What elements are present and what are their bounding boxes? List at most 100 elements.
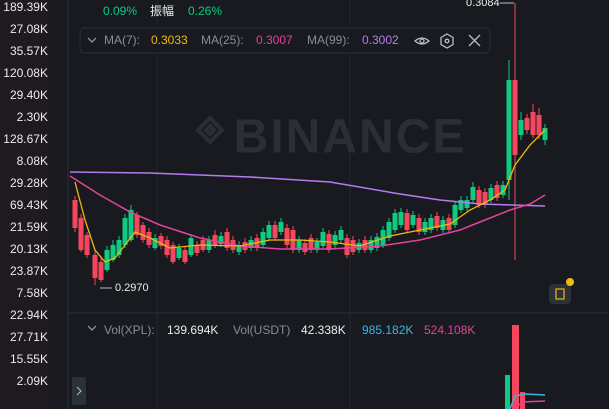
collapse-icon[interactable] (87, 37, 97, 43)
candle-body (416, 218, 422, 232)
ma25: 0.3007 (256, 33, 293, 47)
usdt-label: Vol(USDT) (233, 323, 290, 337)
candle-body (542, 128, 548, 140)
candle-body (530, 112, 536, 135)
candle-body (122, 218, 128, 245)
candle-body (344, 238, 350, 255)
candle-body (104, 250, 110, 270)
volume-bar (512, 325, 519, 409)
side-item: 8.08K (17, 154, 48, 168)
candle-body (488, 188, 494, 200)
side-item: 2.30K (17, 110, 48, 124)
expand-button[interactable] (72, 377, 86, 405)
candle-body (110, 245, 116, 260)
vol-ma1: 985.182K (362, 323, 413, 337)
candle-body (84, 235, 90, 255)
candle-body (368, 240, 374, 250)
candle-body (128, 210, 134, 240)
candle-body (134, 215, 140, 235)
candle-body (98, 262, 104, 280)
candle-body (194, 245, 200, 253)
candle-body (494, 185, 500, 198)
candle-body (218, 236, 224, 244)
candle-body (506, 80, 512, 180)
vol-label: Vol(XPL): (104, 323, 155, 337)
candle-body (78, 218, 84, 250)
low-price: 0.2970 (115, 282, 149, 294)
candle-body (476, 190, 482, 205)
change: 0.09% (103, 4, 137, 18)
vol-ma2: 524.108K (424, 323, 475, 337)
candle-body (428, 218, 434, 230)
side-item: 20.13K (10, 242, 48, 256)
volume-bar (505, 375, 510, 409)
tool-button[interactable] (549, 284, 571, 304)
ma99-label: MA(99): (307, 33, 350, 47)
candle-body (374, 237, 380, 248)
tool-icon (555, 288, 565, 300)
candle-body (158, 236, 164, 246)
ma25-line (69, 175, 546, 250)
notice-dot (566, 278, 574, 286)
legend-icons[interactable] (414, 33, 481, 49)
side-item: 27.08K (10, 22, 48, 36)
candle-body (338, 230, 344, 240)
candle-body (116, 240, 122, 255)
candle-body (284, 228, 290, 245)
candle-body (434, 216, 440, 228)
collapse-icon[interactable] (87, 325, 97, 331)
side-item: 35.57K (10, 44, 48, 58)
candle-body (212, 235, 218, 245)
side-item: 15.55K (10, 352, 48, 366)
ma99-line (69, 171, 546, 207)
vol: 139.694K (167, 323, 218, 337)
candle-body (422, 222, 428, 232)
candle-body (236, 245, 242, 252)
candle-body (164, 240, 170, 255)
candle-body (146, 232, 152, 245)
side-item: 128.67K (3, 132, 48, 146)
candle-body (512, 80, 518, 155)
ma-legend-box (79, 27, 491, 54)
high-price: 0.3084 (466, 0, 500, 9)
expand-icon (76, 386, 82, 396)
candle-body (392, 213, 398, 230)
candle-body (320, 232, 326, 246)
candle-body (332, 235, 338, 245)
side-list: 189.39K 27.08K 35.57K 120.08K 29.40K 2.30K 128… (3, 0, 48, 388)
side-column (0, 0, 50, 409)
vol-ma-line (509, 393, 546, 409)
candles (72, 3, 548, 285)
side-item: 29.40K (10, 88, 48, 102)
candle-body (278, 222, 284, 232)
candle-body (314, 242, 320, 250)
candle-body (350, 240, 356, 252)
side-item: 23.87K (10, 264, 48, 278)
candle-body (92, 255, 98, 278)
side-item: 7.58K (17, 286, 48, 300)
candle-body (404, 213, 410, 230)
side-item: 120.08K (3, 66, 48, 80)
watermark: BINANCE (234, 111, 467, 164)
candle-body (224, 232, 230, 248)
candle-body (386, 222, 392, 238)
side-item: 189.39K (3, 0, 48, 14)
amplitude: 0.26% (188, 4, 222, 18)
vol-ma-line (514, 400, 546, 409)
candle-body (72, 200, 78, 228)
side-item: 29.28K (10, 176, 48, 190)
candle-body (308, 238, 314, 250)
side-item: 69.43K (10, 198, 48, 212)
candle-body (464, 200, 470, 208)
candle-body (182, 250, 188, 262)
candle-body (176, 248, 182, 258)
ma99: 0.3002 (362, 33, 399, 47)
side-item: 27.71K (10, 330, 48, 344)
candle-body (410, 215, 416, 225)
ma7: 0.3033 (151, 33, 188, 47)
candle-body (452, 205, 458, 225)
candle-body (260, 232, 266, 245)
candle-body (518, 120, 524, 135)
